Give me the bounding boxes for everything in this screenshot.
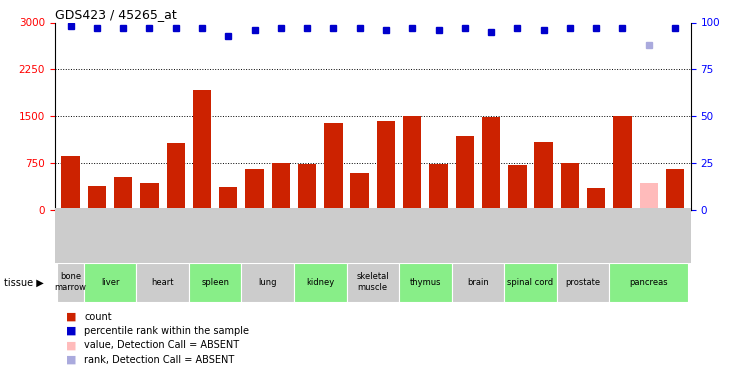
Bar [587, 188, 605, 210]
Bar [557, 262, 610, 302]
Text: kidney: kidney [306, 278, 334, 286]
Bar [58, 262, 84, 302]
Bar [452, 262, 504, 302]
Bar [508, 165, 526, 210]
Bar [346, 262, 399, 302]
Bar [403, 116, 422, 210]
Bar [88, 186, 106, 210]
Bar [241, 262, 294, 302]
Text: GDS423 / 45265_at: GDS423 / 45265_at [55, 8, 177, 21]
Text: rank, Detection Call = ABSENT: rank, Detection Call = ABSENT [84, 355, 235, 364]
Bar [114, 177, 132, 210]
Bar [298, 164, 317, 210]
Bar [429, 164, 447, 210]
Text: ■: ■ [66, 326, 76, 336]
Text: ■: ■ [66, 340, 76, 350]
Bar [167, 142, 185, 210]
Bar [246, 170, 264, 210]
Bar [140, 183, 159, 210]
Bar [350, 173, 369, 210]
Bar [84, 262, 136, 302]
Text: spinal cord: spinal cord [507, 278, 553, 286]
Text: percentile rank within the sample: percentile rank within the sample [84, 326, 249, 336]
Bar [666, 169, 684, 210]
Bar [399, 262, 452, 302]
Text: value, Detection Call = ABSENT: value, Detection Call = ABSENT [84, 340, 239, 350]
Text: bone
marrow: bone marrow [55, 273, 86, 292]
Bar [504, 262, 557, 302]
Bar [294, 262, 346, 302]
Bar [482, 117, 500, 210]
Text: prostate: prostate [566, 278, 601, 286]
Text: heart: heart [151, 278, 174, 286]
Bar [324, 123, 343, 210]
Bar [193, 90, 211, 210]
Bar [455, 136, 474, 210]
Bar [376, 121, 395, 210]
Text: ■: ■ [66, 355, 76, 364]
Bar [561, 163, 579, 210]
Text: skeletal
muscle: skeletal muscle [357, 273, 389, 292]
Bar [61, 156, 80, 210]
Text: ■: ■ [66, 312, 76, 322]
Bar [613, 116, 632, 210]
Text: count: count [84, 312, 112, 322]
Bar [610, 262, 688, 302]
Text: tissue ▶: tissue ▶ [4, 278, 43, 288]
Text: lung: lung [259, 278, 277, 286]
Text: spleen: spleen [201, 278, 229, 286]
Bar [136, 262, 189, 302]
Bar [272, 162, 290, 210]
Bar [219, 187, 238, 210]
Bar [534, 142, 553, 210]
Text: brain: brain [467, 278, 489, 286]
Text: thymus: thymus [409, 278, 441, 286]
Text: pancreas: pancreas [629, 278, 668, 286]
Text: liver: liver [101, 278, 119, 286]
Bar [640, 183, 658, 210]
Bar [189, 262, 241, 302]
